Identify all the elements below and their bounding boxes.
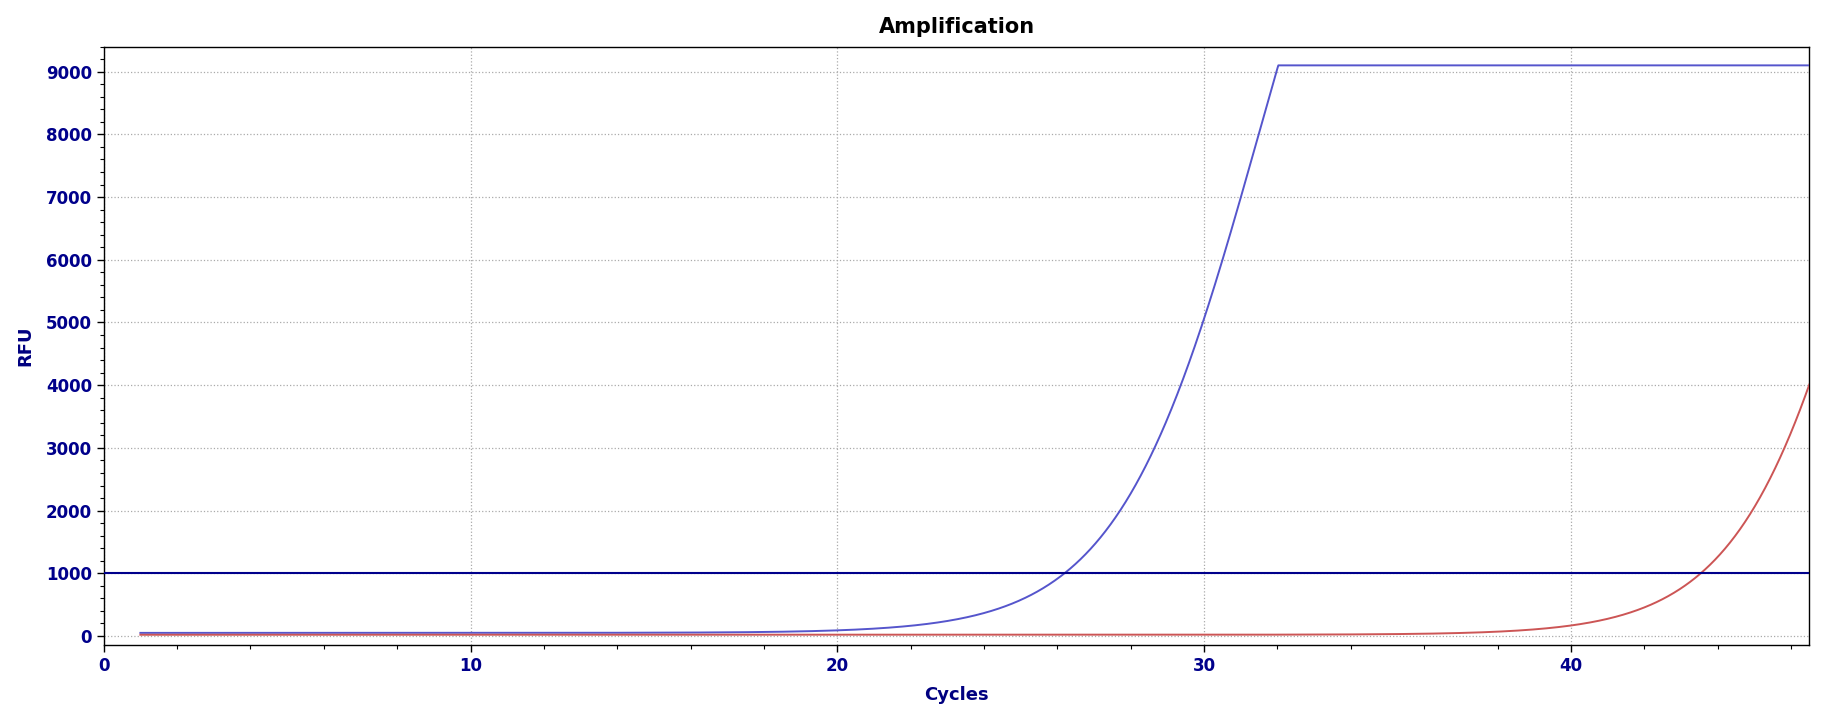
X-axis label: Cycles: Cycles [924, 686, 990, 704]
Title: Amplification: Amplification [878, 17, 1035, 37]
Y-axis label: RFU: RFU [16, 326, 35, 366]
